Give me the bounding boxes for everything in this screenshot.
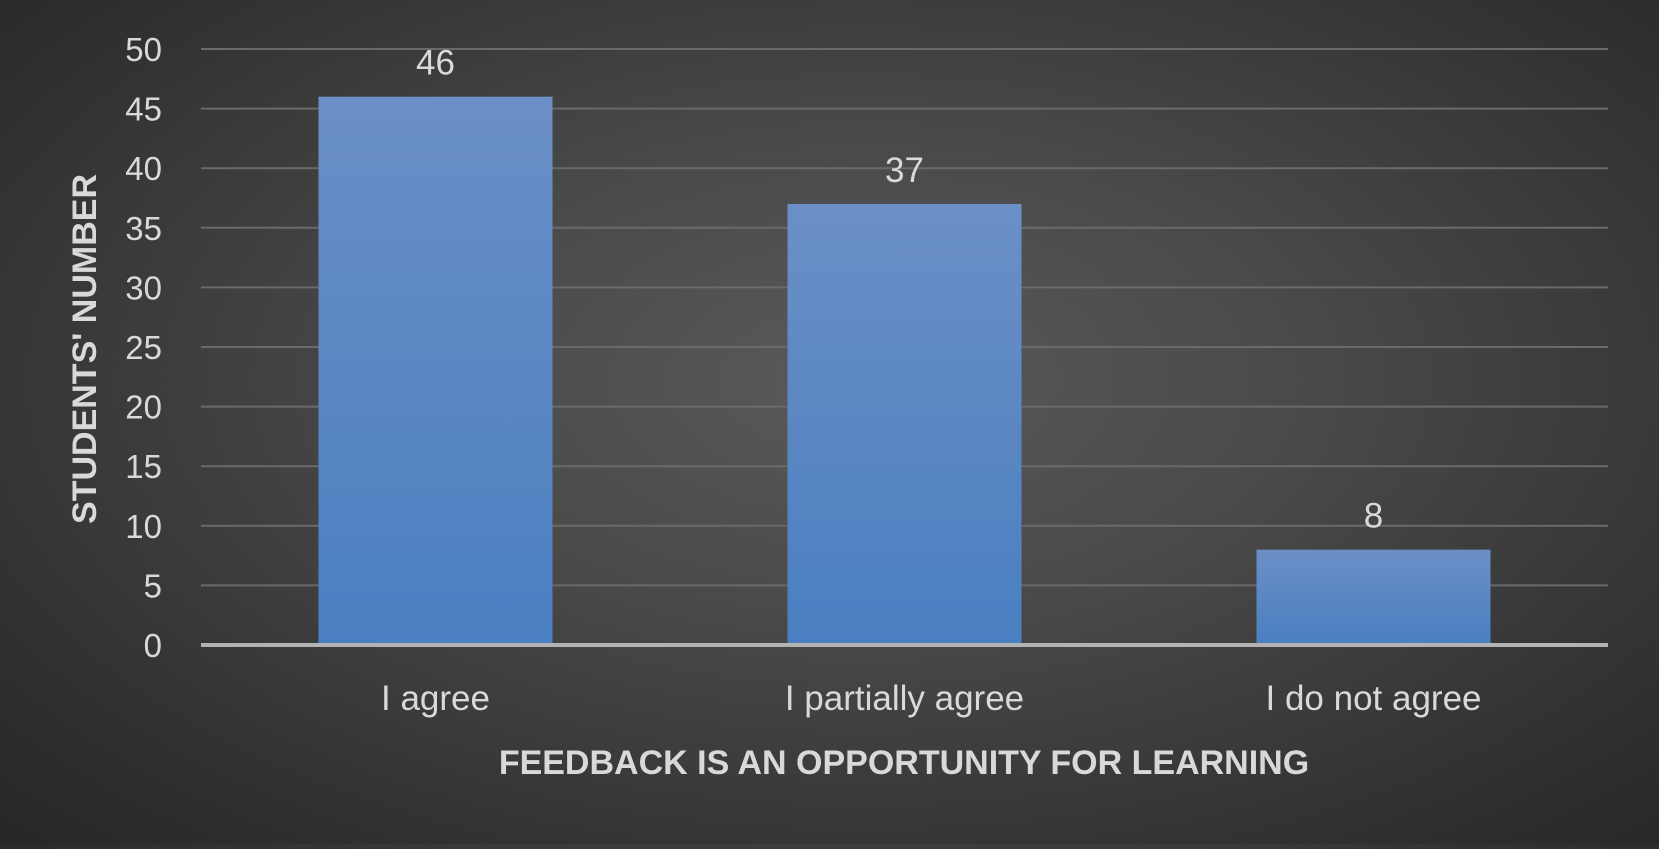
y-tick-label: 20 <box>125 389 162 426</box>
x-axis-tick-labels: I agree I partially agree I do not agree <box>381 679 1481 718</box>
data-labels: 46 37 8 <box>416 44 1383 536</box>
y-tick-label: 5 <box>144 567 162 604</box>
bar-i-do-not-agree <box>1256 549 1491 645</box>
y-tick-label: 25 <box>125 329 162 366</box>
y-tick-label: 50 <box>125 31 162 68</box>
y-tick-label: 30 <box>125 269 162 306</box>
bars <box>318 96 1491 646</box>
bar-i-partially-agree <box>787 203 1022 645</box>
data-label: 8 <box>1364 497 1383 536</box>
x-tick-label: I agree <box>381 679 490 718</box>
y-tick-label: 40 <box>125 150 162 187</box>
x-tick-label: I do not agree <box>1266 679 1482 718</box>
x-tick-label: I partially agree <box>785 679 1024 718</box>
y-tick-label: 45 <box>125 91 162 128</box>
y-tick-label: 35 <box>125 210 162 247</box>
data-label: 37 <box>885 151 924 190</box>
y-axis-title: STUDENTS' NUMBER <box>66 174 104 524</box>
x-axis-title: FEEDBACK IS AN OPPORTUNITY FOR LEARNING <box>499 744 1309 782</box>
y-axis-tick-labels: 0 5 10 15 20 25 30 35 40 45 50 <box>125 31 162 664</box>
y-tick-label: 0 <box>144 627 162 664</box>
y-tick-label: 10 <box>125 508 162 545</box>
y-tick-label: 15 <box>125 448 162 485</box>
data-label: 46 <box>416 44 455 83</box>
bar-i-agree <box>318 96 553 646</box>
